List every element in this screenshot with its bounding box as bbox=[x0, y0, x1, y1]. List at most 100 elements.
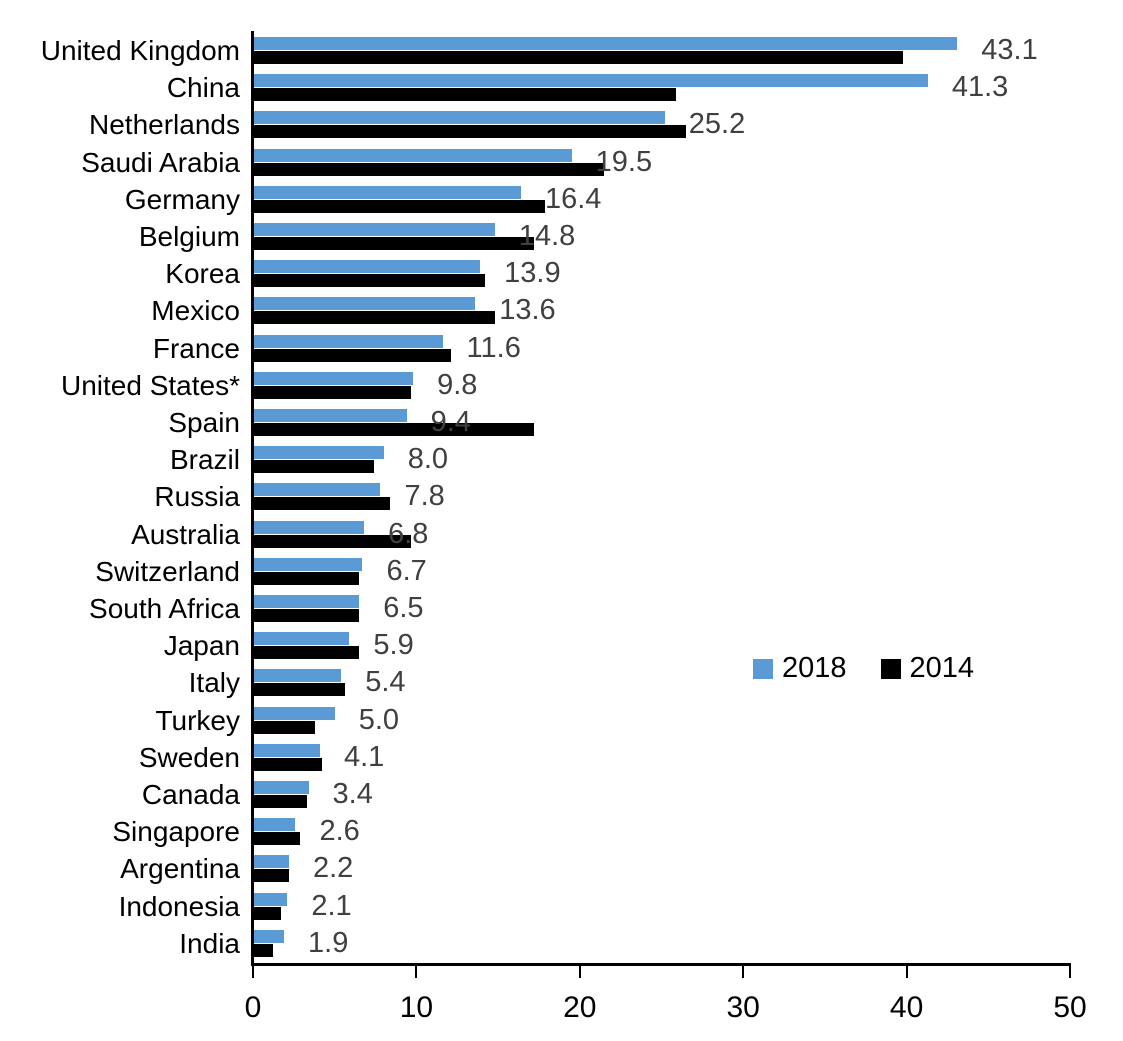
bar-2014 bbox=[253, 832, 301, 846]
bar-2018 bbox=[253, 111, 665, 125]
category-label: Canada bbox=[141, 779, 240, 810]
category-label: Brazil bbox=[169, 444, 240, 476]
value-label: 6.8 bbox=[388, 517, 429, 550]
bar-2018 bbox=[253, 37, 958, 50]
x-tick bbox=[578, 966, 581, 978]
value-label: 6.5 bbox=[383, 592, 424, 624]
value-label: 5.9 bbox=[373, 629, 414, 662]
legend: 2018 2014 bbox=[753, 652, 974, 685]
x-tick bbox=[905, 966, 908, 978]
bar-2014 bbox=[253, 311, 495, 325]
bar-2018 bbox=[253, 892, 288, 906]
value-label: 9.8 bbox=[437, 368, 478, 401]
category-label: Russia bbox=[154, 481, 240, 513]
bar-2018 bbox=[253, 520, 365, 534]
category-label: Singapore bbox=[112, 816, 240, 848]
bar-2018 bbox=[253, 781, 309, 794]
x-tick bbox=[252, 966, 254, 978]
bar-2018 bbox=[253, 669, 342, 683]
value-label: 25.2 bbox=[688, 108, 746, 141]
bar-2018 bbox=[253, 74, 928, 88]
bar-2014 bbox=[253, 51, 904, 64]
category-label: United States* bbox=[61, 369, 240, 401]
legend-label-2014: 2014 bbox=[909, 652, 975, 684]
bar-2018 bbox=[253, 557, 363, 571]
bar-2014 bbox=[253, 274, 486, 288]
value-label: 5.4 bbox=[365, 666, 406, 699]
category-label: Argentina bbox=[120, 853, 240, 885]
bar-2014 bbox=[253, 534, 412, 548]
category-label: South Africa bbox=[89, 593, 240, 624]
bar-2014 bbox=[253, 497, 391, 511]
category-label: Switzerland bbox=[95, 555, 240, 587]
category-label: Spain bbox=[168, 407, 240, 438]
value-label: 11.6 bbox=[466, 331, 521, 364]
bar-2014 bbox=[253, 125, 686, 139]
bar-2014 bbox=[253, 720, 316, 734]
value-label: 41.3 bbox=[951, 71, 1009, 104]
bar-2014 bbox=[253, 795, 307, 808]
bar-2014 bbox=[253, 348, 451, 362]
category-label: Australia bbox=[131, 518, 240, 550]
value-label: 4.1 bbox=[343, 740, 385, 773]
value-label: 14.8 bbox=[518, 220, 576, 252]
bar-2014 bbox=[253, 869, 289, 883]
value-label: 43.1 bbox=[981, 34, 1038, 66]
bar-2018 bbox=[253, 743, 320, 757]
bar-2018 bbox=[253, 223, 495, 236]
x-tick bbox=[1069, 966, 1071, 978]
y-axis-line bbox=[251, 31, 254, 966]
category-label: Italy bbox=[188, 667, 240, 699]
legend-item-2014: 2014 bbox=[880, 652, 975, 685]
bar-2014 bbox=[253, 757, 322, 771]
category-label: Netherlands bbox=[89, 109, 240, 141]
category-label: Turkey bbox=[155, 704, 240, 736]
bar-2018 bbox=[253, 818, 296, 832]
category-label: United Kingdom bbox=[40, 35, 240, 66]
category-label: Sweden bbox=[138, 741, 240, 773]
bar-2018 bbox=[253, 446, 384, 460]
bar-2014 bbox=[253, 571, 360, 585]
category-label: Indonesia bbox=[118, 890, 240, 922]
x-tick-label: 0 bbox=[244, 991, 262, 1024]
bar-2014 bbox=[253, 199, 546, 213]
x-tick-label: 10 bbox=[399, 991, 434, 1024]
bar-2014 bbox=[253, 609, 360, 622]
category-label: Saudi Arabia bbox=[81, 146, 240, 178]
bar-2018 bbox=[253, 185, 521, 199]
bar-2018 bbox=[253, 334, 443, 348]
category-label: Belgium bbox=[138, 221, 240, 252]
x-axis-line bbox=[251, 963, 1071, 966]
bar-2014 bbox=[253, 237, 535, 250]
value-label: 19.5 bbox=[595, 145, 653, 178]
legend-item-2018: 2018 bbox=[753, 652, 847, 685]
value-label: 9.4 bbox=[430, 406, 471, 438]
category-label: Korea bbox=[165, 258, 240, 290]
bar-2018 bbox=[253, 632, 350, 646]
legend-swatch-2018 bbox=[753, 658, 773, 679]
value-label: 3.4 bbox=[332, 778, 373, 810]
legend-label-2018: 2018 bbox=[782, 652, 847, 684]
x-tick bbox=[415, 966, 418, 978]
bar-2014 bbox=[253, 683, 345, 697]
bar-2018 bbox=[253, 297, 476, 311]
value-label: 2.2 bbox=[312, 852, 354, 885]
value-label: 16.4 bbox=[544, 182, 602, 215]
category-label: Mexico bbox=[151, 295, 240, 327]
category-label: Japan bbox=[163, 630, 240, 662]
x-tick-label: 50 bbox=[1053, 991, 1087, 1024]
bar-2014 bbox=[253, 162, 605, 176]
value-label: 1.9 bbox=[308, 926, 349, 959]
bar-2014 bbox=[253, 943, 273, 957]
bar-2018 bbox=[253, 483, 381, 497]
bar-2018 bbox=[253, 371, 414, 385]
bar-2018 bbox=[253, 148, 572, 162]
bar-2018 bbox=[253, 929, 285, 943]
value-label: 6.7 bbox=[386, 554, 427, 587]
category-label: Germany bbox=[124, 183, 240, 215]
bar-2018 bbox=[253, 855, 289, 869]
bar-2014 bbox=[253, 88, 677, 102]
x-tick-label: 20 bbox=[563, 991, 597, 1024]
bar-2018 bbox=[253, 706, 335, 720]
